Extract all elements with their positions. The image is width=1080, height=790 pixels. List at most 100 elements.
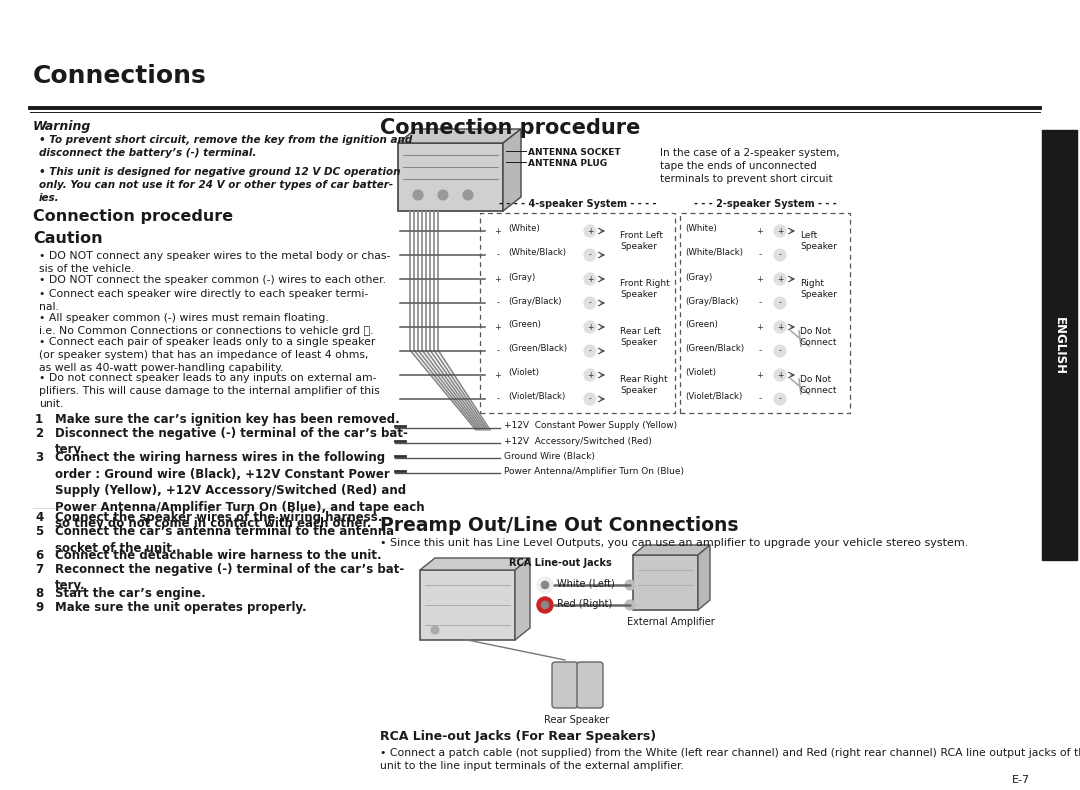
Text: • Connect a patch cable (not supplied) from the White (left rear channel) and Re: • Connect a patch cable (not supplied) f… — [380, 748, 1080, 771]
Text: (White/Black): (White/Black) — [508, 249, 566, 258]
Text: Connect the speaker wires of the wiring harness.: Connect the speaker wires of the wiring … — [55, 511, 382, 524]
Text: ENGLISH: ENGLISH — [1053, 317, 1066, 375]
Text: In the case of a 2-speaker system,
tape the ends of unconnected
terminals to pre: In the case of a 2-speaker system, tape … — [660, 148, 839, 184]
Text: -: - — [497, 299, 499, 307]
Text: (Gray/Black): (Gray/Black) — [685, 296, 739, 306]
Circle shape — [774, 393, 786, 405]
Text: Connection procedure: Connection procedure — [380, 118, 640, 138]
Circle shape — [774, 297, 786, 309]
Circle shape — [774, 249, 786, 261]
Text: (Violet/Black): (Violet/Black) — [508, 393, 565, 401]
Polygon shape — [503, 129, 521, 211]
Text: -: - — [779, 250, 781, 259]
Circle shape — [754, 345, 766, 357]
Text: External Amplifier: External Amplifier — [626, 617, 714, 627]
Circle shape — [492, 297, 504, 309]
Polygon shape — [515, 558, 530, 640]
Text: -: - — [589, 347, 592, 356]
Circle shape — [492, 345, 504, 357]
Text: (Violet): (Violet) — [685, 368, 716, 378]
Text: +: + — [757, 274, 764, 284]
Text: +12V  Constant Power Supply (Yellow): +12V Constant Power Supply (Yellow) — [504, 422, 677, 431]
Text: (Violet/Black): (Violet/Black) — [685, 393, 742, 401]
Text: -: - — [758, 250, 761, 259]
Text: +12V  Accessory/Switched (Red): +12V Accessory/Switched (Red) — [504, 437, 652, 446]
Text: 7: 7 — [35, 563, 43, 576]
Text: - - - - 4-speaker System - - - -: - - - - 4-speaker System - - - - — [499, 199, 657, 209]
Text: (Gray): (Gray) — [685, 273, 712, 281]
Text: +: + — [757, 371, 764, 379]
Text: -: - — [779, 347, 781, 356]
Circle shape — [754, 225, 766, 237]
Text: 5: 5 — [35, 525, 43, 538]
Text: +: + — [777, 274, 783, 284]
Text: -: - — [497, 250, 499, 259]
Text: • DO NOT connect the speaker common (-) wires to each other.: • DO NOT connect the speaker common (-) … — [39, 275, 386, 285]
Circle shape — [754, 297, 766, 309]
Text: (Violet): (Violet) — [508, 368, 539, 378]
Text: (Green/Black): (Green/Black) — [685, 344, 744, 353]
Circle shape — [774, 321, 786, 333]
Text: +: + — [586, 371, 593, 379]
Text: (White): (White) — [685, 224, 717, 234]
Text: -: - — [779, 299, 781, 307]
Text: ANTENNA PLUG: ANTENNA PLUG — [528, 159, 607, 168]
Text: -: - — [589, 250, 592, 259]
Text: White (Left): White (Left) — [557, 579, 615, 589]
Text: ANTENNA SOCKET: ANTENNA SOCKET — [528, 148, 621, 157]
Text: Start the car’s engine.: Start the car’s engine. — [55, 587, 206, 600]
Text: Front Left
Speaker: Front Left Speaker — [620, 231, 663, 250]
Polygon shape — [633, 545, 710, 555]
Text: +: + — [586, 274, 593, 284]
Text: (White/Black): (White/Black) — [685, 249, 743, 258]
Text: -: - — [758, 299, 761, 307]
Text: RCA Line-out Jacks (For Rear Speakers): RCA Line-out Jacks (For Rear Speakers) — [380, 730, 657, 743]
Text: • Do not connect speaker leads to any inputs on external am-
plifiers. This will: • Do not connect speaker leads to any in… — [39, 373, 380, 408]
Text: Do Not
Connect: Do Not Connect — [800, 374, 837, 395]
Text: (White): (White) — [508, 224, 540, 234]
Circle shape — [492, 249, 504, 261]
Circle shape — [492, 273, 504, 285]
Text: (Green/Black): (Green/Black) — [508, 344, 567, 353]
Text: 4: 4 — [35, 511, 43, 524]
Circle shape — [463, 190, 473, 200]
Text: 1: 1 — [35, 413, 43, 426]
Circle shape — [774, 273, 786, 285]
Circle shape — [754, 321, 766, 333]
Text: +: + — [777, 371, 783, 379]
Text: Connect the car’s antenna terminal to the antenna
socket of the unit.: Connect the car’s antenna terminal to th… — [55, 525, 394, 555]
Circle shape — [584, 249, 596, 261]
Text: • To prevent short circuit, remove the key from the ignition and
disconnect the : • To prevent short circuit, remove the k… — [39, 135, 413, 158]
Text: • Connect each pair of speaker leads only to a single speaker
(or speaker system: • Connect each pair of speaker leads onl… — [39, 337, 376, 373]
Text: +: + — [495, 322, 501, 332]
Circle shape — [431, 626, 438, 634]
FancyBboxPatch shape — [577, 662, 603, 708]
Text: Right
Speaker: Right Speaker — [800, 279, 837, 299]
Text: Left
Speaker: Left Speaker — [800, 231, 837, 250]
Circle shape — [438, 190, 448, 200]
Text: E-7: E-7 — [1012, 775, 1030, 785]
Circle shape — [541, 601, 549, 609]
Text: -: - — [758, 347, 761, 356]
Circle shape — [625, 580, 635, 590]
Circle shape — [774, 225, 786, 237]
Circle shape — [754, 369, 766, 381]
Circle shape — [541, 581, 549, 589]
Text: (Green): (Green) — [508, 321, 541, 329]
Text: Front Right
Speaker: Front Right Speaker — [620, 279, 670, 299]
Circle shape — [413, 190, 423, 200]
Circle shape — [584, 369, 596, 381]
Bar — [680, 213, 850, 413]
Text: -: - — [589, 299, 592, 307]
Circle shape — [492, 393, 504, 405]
Bar — [633, 555, 698, 610]
Text: Connection procedure: Connection procedure — [33, 209, 233, 224]
Text: +: + — [586, 322, 593, 332]
Text: 8: 8 — [35, 587, 43, 600]
Circle shape — [584, 273, 596, 285]
Circle shape — [774, 369, 786, 381]
Text: RCA Line-out Jacks: RCA Line-out Jacks — [509, 558, 611, 568]
Text: +: + — [757, 322, 764, 332]
Circle shape — [584, 393, 596, 405]
Text: +: + — [586, 227, 593, 235]
